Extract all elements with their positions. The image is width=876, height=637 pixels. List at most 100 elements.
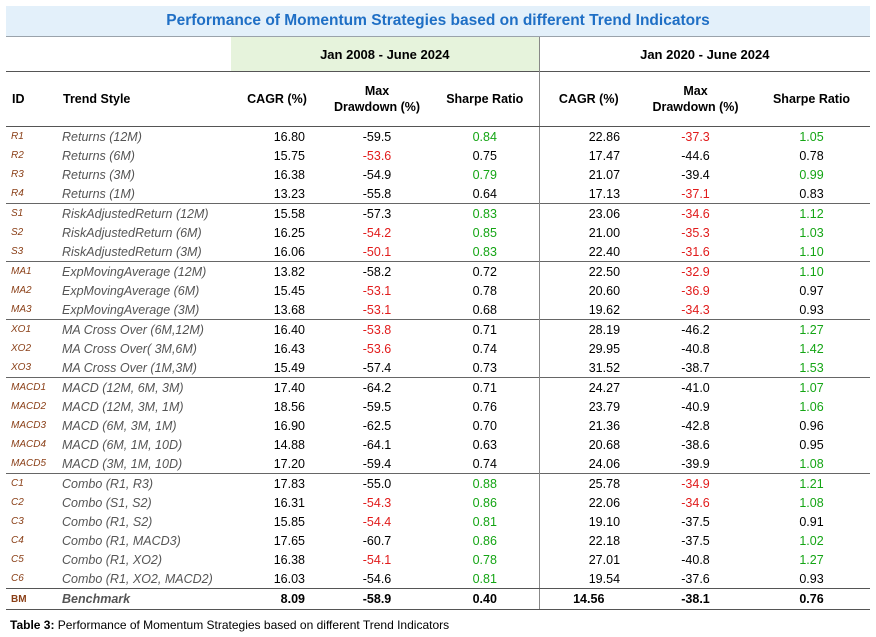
row-max-drawdown-period-1: -54.9: [362, 167, 392, 182]
row-max-drawdown-period-1: -53.1: [362, 302, 392, 317]
row-id: MACD2: [11, 401, 47, 412]
benchmark-cagr-2: 14.56: [538, 588, 638, 610]
row-cagr-period-1: 17.65: [273, 533, 305, 548]
row-trend-style: MACD (6M, 3M, 1M): [62, 418, 177, 433]
row-id: R4: [11, 188, 24, 199]
row-id: C5: [11, 554, 24, 565]
col-cagr-header-2: CAGR (%): [538, 71, 639, 127]
table-title: Performance of Momentum Strategies based…: [6, 6, 870, 37]
row-max-drawdown-period-1: -53.8: [323, 319, 431, 339]
row-sharpe-ratio-period-2: 1.08: [799, 495, 824, 510]
row-sharpe-ratio-period-2: 1.27: [799, 552, 824, 567]
table-row: S2 RiskAdjustedReturn (6M) 16.25 -54.2 0.85 2…: [6, 223, 870, 242]
row-id: C1: [6, 473, 55, 493]
row-max-drawdown-period-2: -42.8: [681, 418, 710, 433]
row-sharpe-ratio-period-1: 0.83: [472, 244, 497, 259]
row-sharpe-ratio-period-2: 1.03: [799, 225, 824, 240]
table-row: C5 Combo (R1, XO2) 16.38 -54.1 0.78 27.01 -40.…: [6, 550, 870, 569]
row-trend-style: MACD (12M, 6M, 3M): [55, 377, 231, 397]
benchmark-mdd-2: -38.1: [638, 588, 753, 610]
row-sharpe-ratio-period-1: 0.79: [472, 167, 497, 182]
row-sharpe-ratio-period-1: 0.71: [431, 377, 540, 397]
col-id-header: ID: [6, 71, 55, 127]
row-trend-style: RiskAdjustedReturn (3M): [62, 244, 202, 259]
table-row: XO1 MA Cross Over (6M,12M) 16.40 -53.8 0.71 2…: [6, 319, 871, 339]
row-trend-style: MA Cross Over (1M,3M): [62, 360, 197, 375]
row-sharpe-ratio-period-1: 0.81: [472, 571, 497, 586]
row-sharpe-ratio-period-2: 1.07: [753, 377, 871, 397]
row-sharpe-ratio-period-2: 1.21: [753, 473, 871, 493]
row-id: XO1: [6, 319, 55, 339]
table-row: C6 Combo (R1, XO2, MACD2) 16.03 -54.6 0.81 19…: [6, 569, 870, 588]
row-max-drawdown-period-2: -35.3: [681, 225, 710, 240]
row-max-drawdown-period-1: -54.3: [362, 495, 392, 510]
row-id: MA2: [11, 285, 32, 296]
row-cagr-period-2: 21.00: [538, 223, 639, 242]
benchmark-sharpe-1: 0.40: [431, 588, 539, 610]
row-sharpe-ratio-period-2: 1.12: [753, 203, 871, 223]
row-trend-style: MA Cross Over (6M,12M): [55, 319, 231, 339]
row-sharpe-ratio-period-1: 0.78: [472, 552, 497, 567]
row-sharpe-ratio-period-2: 1.53: [799, 360, 824, 375]
row-cagr-period-1: 15.85: [273, 514, 305, 529]
row-max-drawdown-period-2: -41.0: [638, 377, 754, 397]
row-id: R3: [11, 169, 24, 180]
row-max-drawdown-period-1: -64.1: [362, 437, 392, 452]
table-row: MACD1 MACD (12M, 6M, 3M) 17.40 -64.2 0.71 24.…: [6, 377, 871, 397]
row-sharpe-ratio-period-1: 0.84: [472, 129, 497, 144]
table-row: C4 Combo (R1, MACD3) 17.65 -60.7 0.86 22.18 -3…: [6, 531, 870, 550]
table-row: XO2 MA Cross Over( 3M,6M) 16.43 -53.6 0.74 29…: [6, 339, 870, 358]
row-cagr-period-2: 25.78: [538, 473, 639, 493]
row-sharpe-ratio-period-1: 0.88: [431, 473, 540, 493]
table-row: C2 Combo (S1, S2) 16.31 -54.3 0.86 22.06 -34.6…: [6, 493, 870, 512]
row-cagr-period-1: 16.06: [273, 244, 305, 259]
row-id: S2: [11, 227, 24, 238]
row-sharpe-ratio-period-2: 0.78: [799, 148, 824, 163]
row-cagr-period-1: 13.82: [231, 261, 323, 281]
row-max-drawdown-period-2: -38.7: [681, 360, 710, 375]
performance-table: Jan 2008 - June 2024 Jan 2020 - June 202…: [6, 37, 871, 588]
row-sharpe-ratio-period-2: 1.02: [799, 533, 824, 548]
row-cagr-period-1: 17.20: [273, 456, 305, 471]
row-sharpe-ratio-period-1: 0.86: [472, 495, 497, 510]
row-sharpe-ratio-period-1: 0.70: [472, 418, 497, 433]
row-id: C2: [11, 497, 24, 508]
performance-table-container: Performance of Momentum Strategies based…: [6, 6, 871, 610]
row-sharpe-ratio-period-2: 0.91: [799, 514, 824, 529]
row-cagr-period-1: 16.40: [231, 319, 323, 339]
row-id: C3: [11, 516, 24, 527]
row-sharpe-ratio-period-2: 1.27: [753, 319, 871, 339]
row-max-drawdown-period-1: -50.1: [362, 244, 392, 259]
row-trend-style: MACD (3M, 1M, 10D): [62, 456, 183, 471]
period-1-header: Jan 2008 - June 2024: [231, 37, 540, 72]
row-max-drawdown-period-2: -39.9: [681, 456, 710, 471]
row-id: C4: [11, 535, 24, 546]
table-row: MA2 ExpMovingAverage (6M) 15.45 -53.1 0.78 20…: [6, 281, 870, 300]
row-id: R1: [11, 131, 24, 142]
row-cagr-period-2: 23.79: [538, 397, 639, 416]
row-max-drawdown-period-2: -38.6: [681, 437, 710, 452]
row-cagr-period-2: 27.01: [538, 550, 639, 569]
row-id: S1: [6, 203, 55, 223]
benchmark-row: BM Benchmark 8.09 -58.9 0.40 14.56 -38.1…: [6, 588, 870, 610]
table-row: MACD3 MACD (6M, 3M, 1M) 16.90 -62.5 0.70 21.3…: [6, 416, 870, 435]
row-max-drawdown-period-2: -31.6: [681, 244, 710, 259]
row-trend-style: Combo (S1, S2): [62, 495, 152, 510]
row-cagr-period-1: 16.38: [273, 167, 305, 182]
row-sharpe-ratio-period-2: 0.83: [799, 186, 824, 201]
row-trend-style: ExpMovingAverage (6M): [62, 283, 200, 298]
benchmark-sharpe-2: 0.76: [753, 588, 870, 610]
row-max-drawdown-period-2: -32.9: [638, 261, 754, 281]
row-cagr-period-1: 15.49: [273, 360, 305, 375]
row-sharpe-ratio-period-2: 0.96: [799, 418, 824, 433]
row-sharpe-ratio-period-1: 0.72: [431, 261, 540, 281]
row-max-drawdown-period-2: -37.1: [681, 186, 710, 201]
row-max-drawdown-period-1: -53.6: [362, 341, 392, 356]
period-2-header: Jan 2020 - June 2024: [538, 37, 871, 72]
row-max-drawdown-period-1: -57.4: [362, 360, 392, 375]
row-max-drawdown-period-1: -54.6: [362, 571, 392, 586]
row-cagr-period-1: 15.75: [273, 148, 305, 163]
row-cagr-period-1: 17.40: [231, 377, 323, 397]
col-style-header: Trend Style: [55, 71, 231, 127]
row-id: MACD4: [11, 439, 47, 450]
